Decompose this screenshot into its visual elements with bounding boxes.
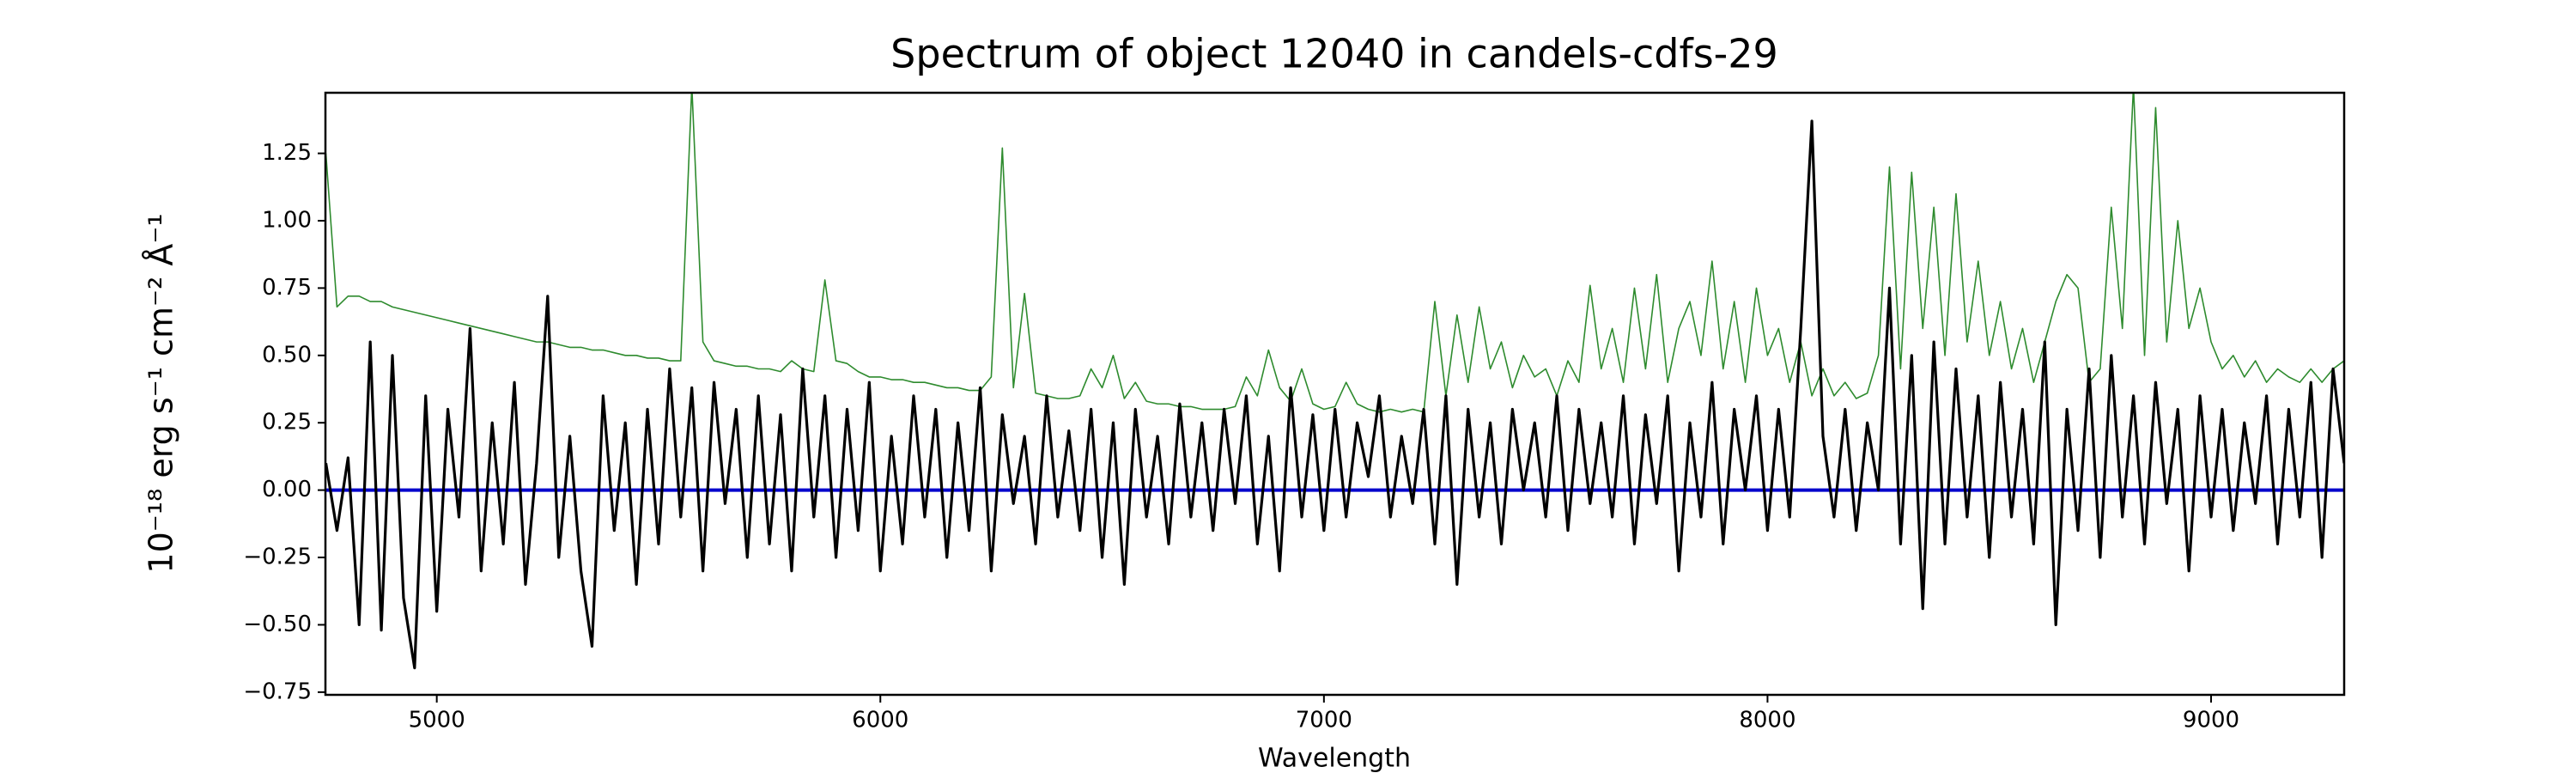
y-tick-label: −0.25 bbox=[243, 545, 312, 570]
x-tick-label: 6000 bbox=[852, 708, 908, 733]
spectrum-line bbox=[325, 119, 2344, 670]
x-tick-label: 8000 bbox=[1739, 708, 1795, 733]
y-tick-label: 1.25 bbox=[262, 140, 312, 166]
y-tick-label: 0.00 bbox=[262, 477, 312, 502]
chart-title: Spectrum of object 12040 in candels-cdfs… bbox=[890, 31, 1778, 77]
y-tick-label: 0.50 bbox=[262, 342, 312, 368]
y-tick-label: 1.00 bbox=[262, 207, 312, 233]
y-tick-label: 0.25 bbox=[262, 410, 312, 435]
y-tick-label: −0.75 bbox=[243, 679, 312, 704]
spectrum-line bbox=[325, 93, 2344, 413]
x-tick-label: 9000 bbox=[2183, 708, 2239, 733]
plot-area bbox=[325, 93, 2344, 670]
y-axis-label: 10⁻¹⁸ erg s⁻¹ cm⁻² Å⁻¹ bbox=[143, 213, 180, 573]
x-axis-label: Wavelength bbox=[1258, 744, 1411, 773]
plot-frame bbox=[324, 91, 2346, 697]
x-tick-label: 7000 bbox=[1296, 708, 1352, 733]
y-tick-label: −0.50 bbox=[243, 612, 312, 637]
x-tick-label: 5000 bbox=[409, 708, 465, 733]
y-tick-label: 0.75 bbox=[262, 275, 312, 301]
